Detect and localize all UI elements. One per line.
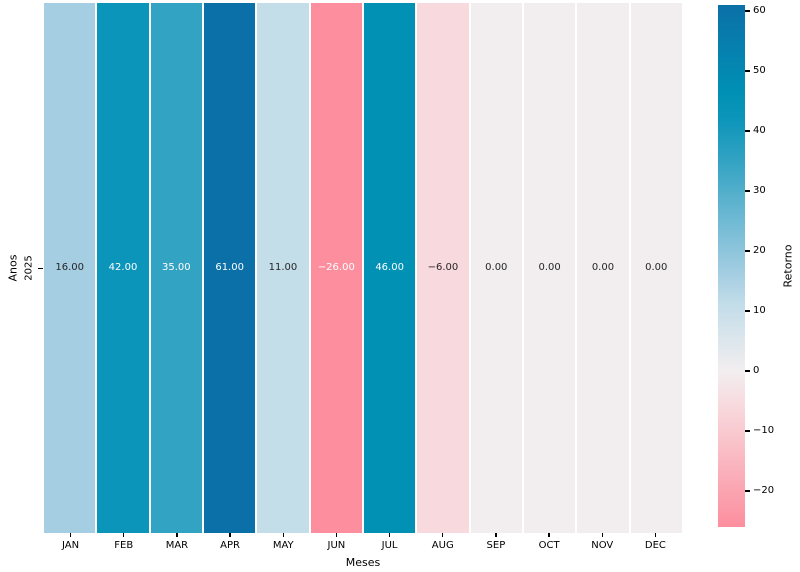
colorbar-tick-label-60: 60 xyxy=(753,5,766,16)
x-tick-mark xyxy=(69,533,72,537)
x-tick-label-dec: DEC xyxy=(644,540,666,551)
colorbar-tick-mark xyxy=(745,130,750,132)
cell-value-mar: 35.00 xyxy=(162,262,191,273)
x-tick-label-jul: JUL xyxy=(381,540,398,551)
colorbar-tick-label-50: 50 xyxy=(753,65,766,76)
colorbar-tick-label-0: 0 xyxy=(753,365,760,376)
colorbar-tick-label--20: −20 xyxy=(753,485,775,496)
heatmap-plot-area: 16.00 42.00 35.00 61.00 11.00 −26.00 46.00 −6.0… xyxy=(44,3,682,533)
heatmap-cell-oct: 0.00 xyxy=(523,3,576,533)
x-tick-mark xyxy=(495,533,497,537)
heatmap-cell-sep: 0.00 xyxy=(470,3,522,533)
heatmap-cell-may: 11.00 xyxy=(257,3,309,533)
x-tick-label-jun: JUN xyxy=(327,540,346,551)
x-tick-mark xyxy=(229,533,231,537)
cell-value-dec: 0.00 xyxy=(645,262,668,273)
x-tick-mark xyxy=(548,533,550,537)
cell-value-may: 11.00 xyxy=(268,262,298,273)
cell-value-feb: 42.00 xyxy=(108,262,138,273)
x-axis-label: Meses xyxy=(345,556,381,569)
colorbar-tick-mark xyxy=(745,250,750,252)
x-tick-label-may: MAY xyxy=(272,540,294,551)
x-tick-mark xyxy=(388,533,391,537)
x-tick-label-feb: FEB xyxy=(114,540,134,551)
y-tick-mark xyxy=(38,268,43,270)
colorbar-gradient xyxy=(718,5,745,527)
x-tick-label-apr: APR xyxy=(220,540,240,551)
heatmap-cell-jul: 46.00 xyxy=(363,3,416,533)
x-tick-label-nov: NOV xyxy=(591,540,614,551)
colorbar-tick-mark xyxy=(745,190,750,192)
heatmap-cell-jan: 16.00 xyxy=(44,3,96,533)
cell-value-jan: 16.00 xyxy=(55,262,84,273)
y-tick-label-2025: 2025 xyxy=(23,255,35,281)
cell-value-nov: 0.00 xyxy=(591,262,615,273)
cell-value-apr: 61.00 xyxy=(215,262,244,273)
x-tick-mark xyxy=(601,533,603,537)
heatmap-cell-aug: −6.00 xyxy=(417,3,469,533)
heatmap-cell-apr: 61.00 xyxy=(203,3,256,533)
x-tick-label-jan: JAN xyxy=(62,540,80,551)
colorbar-tick-label-10: 10 xyxy=(753,305,766,316)
x-tick-mark xyxy=(335,533,337,537)
cell-value-oct: 0.00 xyxy=(538,262,561,273)
colorbar-tick-mark xyxy=(745,490,750,492)
colorbar-tick-label-20: 20 xyxy=(753,245,766,256)
x-tick-label-sep: SEP xyxy=(486,540,506,551)
colorbar-tick-mark xyxy=(745,370,750,372)
heatmap-cell-nov: 0.00 xyxy=(577,3,629,533)
colorbar-tick-mark xyxy=(745,310,750,312)
heatmap-cell-mar: 35.00 xyxy=(150,3,202,533)
heatmap-cell-feb: 42.00 xyxy=(97,3,149,533)
x-tick-mark xyxy=(176,533,178,537)
x-tick-label-oct: OCT xyxy=(538,540,560,551)
cell-value-sep: 0.00 xyxy=(485,262,508,273)
cell-value-jun: −26.00 xyxy=(317,262,355,273)
heatmap-cell-jun: −26.00 xyxy=(310,3,362,533)
colorbar-tick-mark xyxy=(745,70,750,72)
colorbar-tick-mark xyxy=(745,10,750,12)
x-tick-label-mar: MAR xyxy=(165,540,189,551)
x-tick-mark xyxy=(442,533,444,537)
colorbar-tick-label--10: −10 xyxy=(753,425,775,436)
cell-value-aug: −6.00 xyxy=(427,262,459,273)
x-tick-label-aug: AUG xyxy=(431,540,454,551)
colorbar-label: Retorno xyxy=(781,244,795,288)
colorbar-tick-mark xyxy=(745,430,750,432)
heatmap-cell-dec: 0.00 xyxy=(630,3,682,533)
colorbar-tick-label-40: 40 xyxy=(753,125,766,136)
x-tick-mark xyxy=(123,533,125,537)
x-tick-mark xyxy=(282,533,284,537)
x-tick-mark xyxy=(654,533,656,537)
y-axis-label: Anos xyxy=(6,254,20,282)
cell-value-jul: 46.00 xyxy=(375,262,404,273)
colorbar-tick-label-30: 30 xyxy=(753,185,766,196)
